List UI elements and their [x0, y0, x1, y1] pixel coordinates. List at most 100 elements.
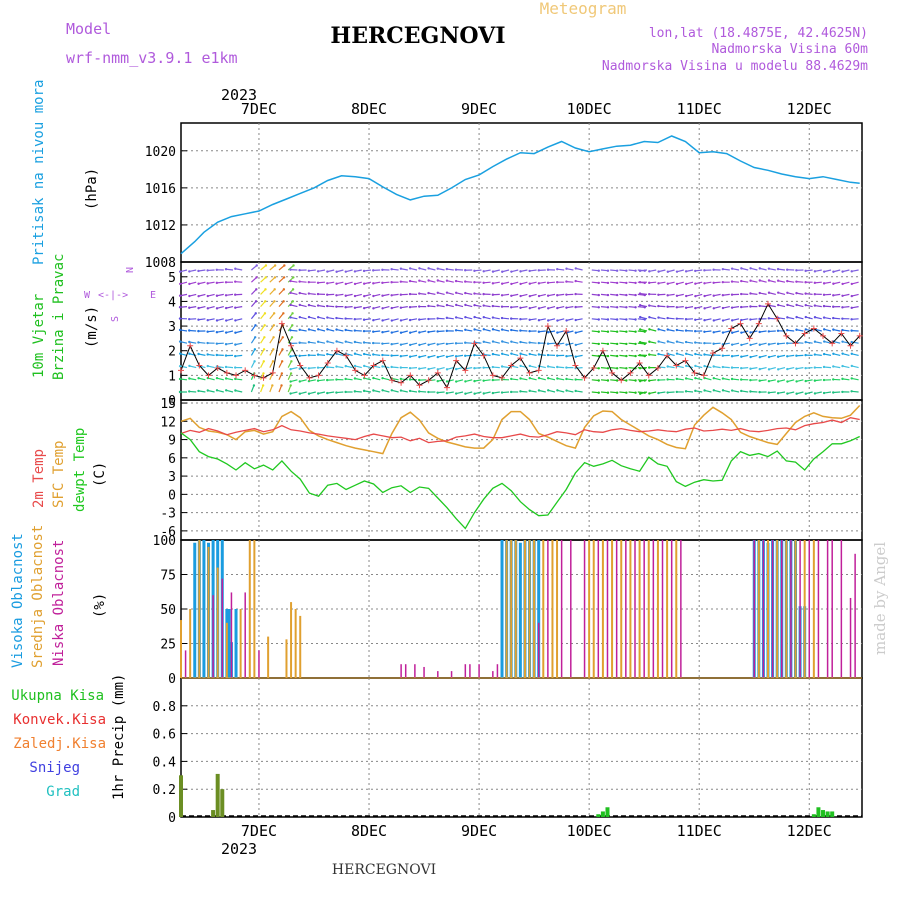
wind-arrow-head: [326, 366, 328, 368]
wind-arrow-head: [565, 293, 567, 295]
wind-arrow-head: [225, 307, 227, 309]
wind-arrow-head: [292, 288, 294, 290]
wind-arrow-head: [823, 379, 825, 381]
wind-arrow-head: [510, 306, 512, 308]
wind-arrow-head: [749, 267, 751, 269]
cloud-mid-bar: [267, 637, 269, 678]
wind-arrow-head: [381, 282, 383, 284]
wind-arrow-head: [381, 377, 383, 379]
wind-arrow-head: [841, 295, 843, 297]
precip-total-bar: [216, 774, 220, 817]
wind-arrow-head: [345, 365, 347, 367]
wind-arrow-head: [777, 330, 779, 332]
wind-arrow-head: [538, 353, 540, 355]
wind-arrow-head: [519, 307, 521, 309]
wind-arrow-head: [713, 331, 715, 333]
wind-arrow-head: [473, 281, 475, 283]
wind-arrow-head: [464, 393, 466, 395]
day-label-bottom: 8DEC: [351, 822, 387, 840]
wind-arrow-head: [492, 282, 494, 284]
wind-arrow-head: [805, 380, 807, 382]
cloud-low-bar: [414, 664, 416, 678]
wind-arrow-head: [483, 341, 485, 343]
wind-arrow-head: [289, 304, 291, 306]
wind-arrow-head: [207, 365, 209, 367]
wind-arrow-head: [616, 391, 618, 393]
wind-arrow-head: [492, 366, 494, 368]
wind-arrow-head: [556, 366, 558, 368]
wind-arrow-head: [464, 304, 466, 306]
wind-arrow-head: [510, 270, 512, 272]
wind-arrow-head: [197, 330, 199, 332]
wind-arrow-head: [381, 319, 383, 321]
wind-arrow-head: [634, 282, 636, 284]
wind-arrow-head: [179, 329, 181, 331]
cloud-low-bar: [634, 540, 636, 678]
wind-arrow-head: [455, 304, 457, 306]
wind-arrow-head: [832, 365, 834, 367]
wind-arrow-head: [639, 367, 641, 369]
wind-arrow-head: [427, 267, 429, 269]
wind-arrow-head: [391, 307, 393, 309]
wind-arrow-head: [179, 306, 181, 308]
wind-arrow-head: [254, 336, 256, 338]
wind-arrow-head: [648, 270, 650, 272]
wind-arrow-head: [197, 283, 199, 285]
wind-arrow-head: [795, 368, 797, 370]
wind-arrow-head: [264, 288, 266, 290]
wind-arrow-head: [625, 355, 627, 357]
wind-arrow-head: [391, 389, 393, 391]
wind-arrow-head: [616, 330, 618, 332]
wind-arrow-head: [758, 331, 760, 333]
wind-arrow-head: [841, 391, 843, 393]
wind-arrow-head: [712, 282, 714, 284]
wind-arrow-head: [188, 365, 190, 367]
wind-arrow-head: [759, 292, 761, 294]
wind-arrow-head: [538, 319, 540, 321]
wind-arrow-head: [519, 295, 521, 297]
wind-arrow-head: [823, 328, 825, 330]
wind-arrow-head: [317, 392, 319, 394]
cloud-low-bar: [625, 540, 627, 678]
wind-arrow-head: [464, 329, 466, 331]
wind-arrow-head: [841, 378, 843, 380]
wind-arrow-head: [731, 389, 733, 391]
wind-arrow-head: [666, 306, 668, 308]
wind-arrow-head: [749, 379, 751, 381]
wind-arrow-head: [273, 324, 275, 326]
wind-arrow-head: [667, 328, 669, 330]
wind-arrow-head: [749, 292, 751, 294]
wind-arrow-head: [639, 281, 641, 283]
station-title: HERCEGNOVI: [330, 23, 505, 49]
wind-arrow-head: [740, 280, 742, 282]
wind-arrow-head: [501, 340, 503, 342]
wind-arrow-head: [851, 353, 853, 355]
wind-arrow-head: [666, 391, 668, 393]
wind-arrow-head: [255, 300, 257, 302]
wind-arrow-head: [598, 379, 600, 381]
wind-arrow-head: [519, 353, 521, 355]
wind-arrow-head: [400, 306, 402, 308]
wind-arrow-head: [841, 270, 843, 272]
wind-arrow-head: [464, 316, 466, 318]
wind-arrow-head: [335, 294, 337, 296]
wind-arrow-head: [188, 283, 190, 285]
wind-arrow-head: [455, 316, 457, 318]
wind-arrow-head: [731, 267, 733, 269]
wind-arrow-head: [547, 343, 549, 345]
wind-arrow-head: [722, 331, 724, 333]
wind-arrow-head: [179, 378, 181, 380]
wind-arrow-head: [768, 317, 770, 319]
wind-arrow-head: [272, 348, 274, 350]
wind-arrow-head: [262, 384, 264, 386]
wind-arrow-head: [335, 328, 337, 330]
wind-arrow-head: [565, 280, 567, 282]
cloud-low-bar: [538, 623, 540, 678]
wind-arrow-head: [510, 352, 512, 354]
wind-arrow-head: [777, 268, 779, 270]
cloud-mid-bar: [542, 540, 544, 678]
wind-arrow-head: [253, 360, 255, 362]
cloud-mid-bar: [776, 540, 778, 678]
wind-arrow-head: [786, 355, 788, 357]
wind-arrow-head: [216, 331, 218, 333]
